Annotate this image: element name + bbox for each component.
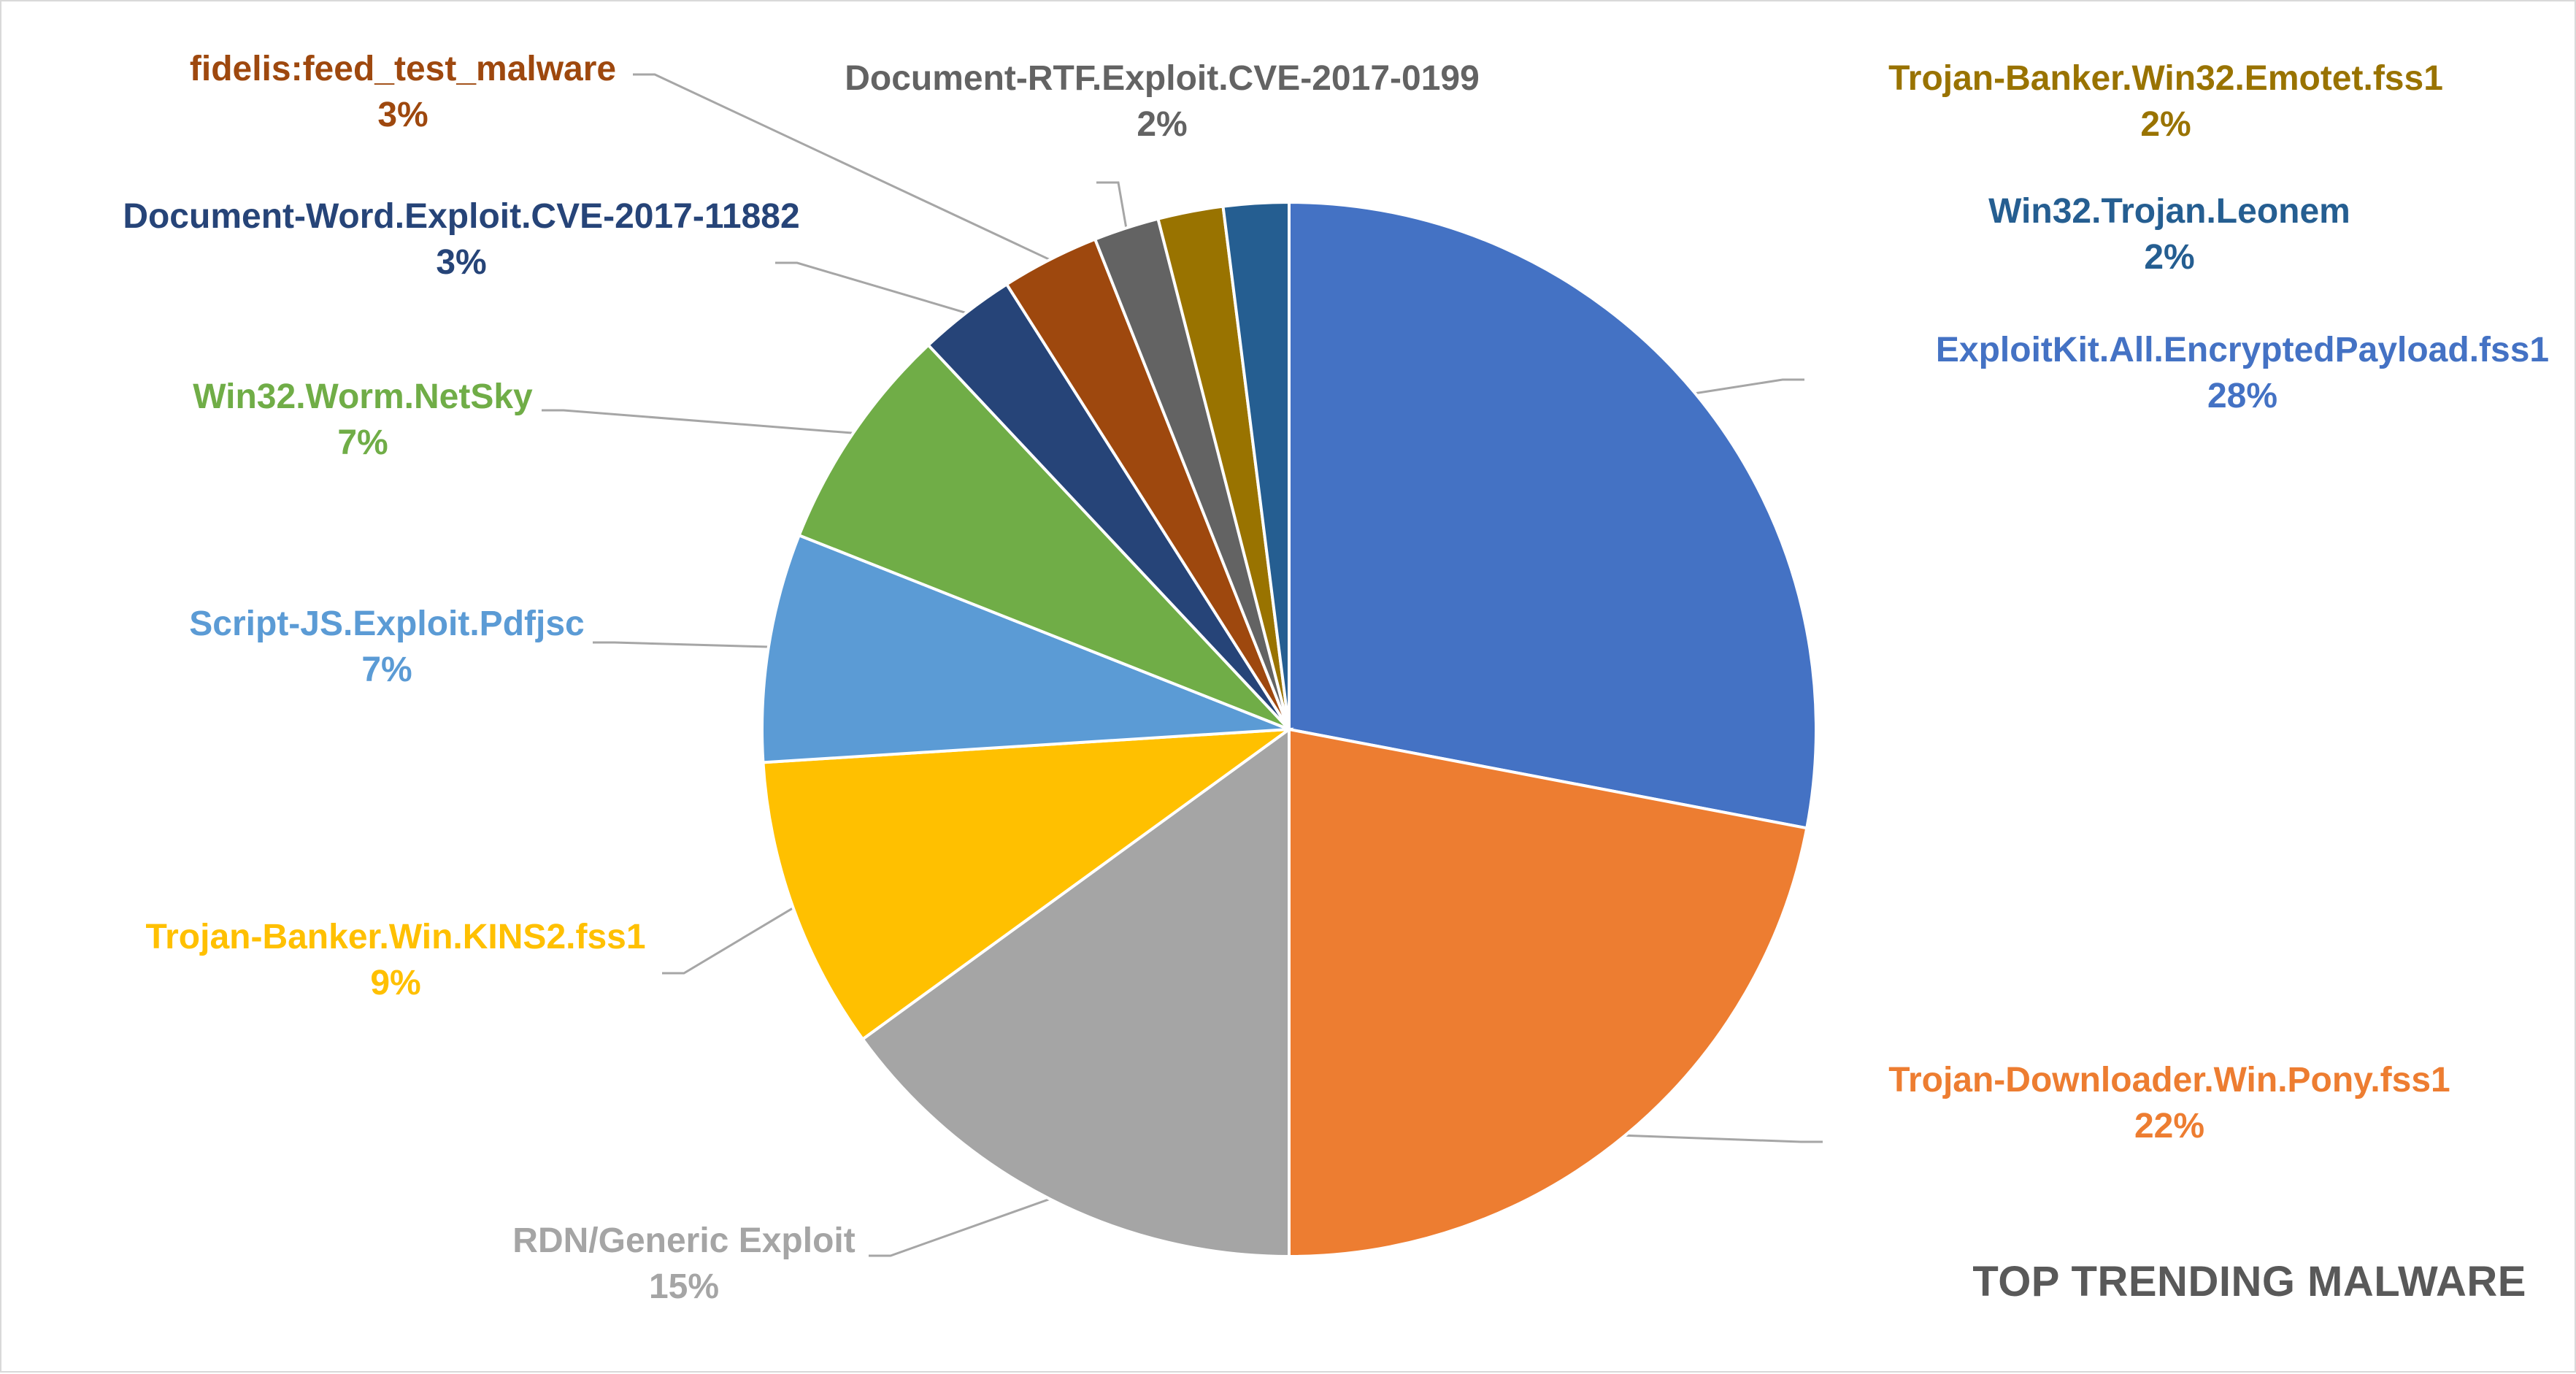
pie-slice-exploitkit-all-encryptedpayload-fss1 — [1289, 202, 1816, 828]
slice-value-trojan-banker-win-kins2-fss1: 9% — [370, 964, 420, 1002]
slice-value-rdn-generic-exploit: 15% — [649, 1267, 719, 1306]
pie-slices — [762, 202, 1816, 1256]
slice-label-trojan-downloader-win-pony-fss1: Trojan-Downloader.Win.Pony.fss1 — [1888, 1061, 2450, 1099]
leader-line-trojan-downloader-win-pony-fss1 — [1625, 1135, 1823, 1142]
slice-value-script-js-exploit-pdfjsc: 7% — [361, 650, 412, 689]
slice-value-fidelis-feed-test-malware: 3% — [377, 96, 428, 134]
slice-label-fidelis-feed-test-malware: fidelis:feed_test_malware — [190, 50, 616, 88]
chart-title: TOP TRENDING MALWARE — [1972, 1257, 2526, 1306]
slice-label-trojan-banker-win32-emotet-fss1: Trojan-Banker.Win32.Emotet.fss1 — [1888, 59, 2443, 98]
leader-line-win32-worm-netsky — [542, 410, 853, 433]
slice-value-win32-trojan-leonem: 2% — [2144, 238, 2194, 277]
slice-label-exploitkit-all-encryptedpayload-fss1: ExploitKit.All.EncryptedPayload.fss1 — [1936, 331, 2549, 369]
slice-value-win32-worm-netsky: 7% — [337, 423, 388, 462]
slice-label-trojan-banker-win-kins2-fss1: Trojan-Banker.Win.KINS2.fss1 — [145, 918, 645, 956]
slice-label-document-rtf-exploit-cve-2017-0199: Document-RTF.Exploit.CVE-2017-0199 — [845, 59, 1480, 98]
slice-value-trojan-downloader-win-pony-fss1: 22% — [2134, 1107, 2204, 1145]
slice-value-document-word-exploit-cve-2017-11882: 3% — [436, 243, 486, 282]
leader-line-exploitkit-all-encryptedpayload-fss1 — [1695, 380, 1804, 394]
slice-label-script-js-exploit-pdfjsc: Script-JS.Exploit.Pdfjsc — [189, 605, 584, 643]
slice-value-exploitkit-all-encryptedpayload-fss1: 28% — [2207, 377, 2277, 415]
slice-label-win32-trojan-leonem: Win32.Trojan.Leonem — [1988, 192, 2350, 231]
leader-line-trojan-banker-win-kins2-fss1 — [662, 908, 793, 973]
slice-label-win32-worm-netsky: Win32.Worm.NetSky — [193, 377, 533, 416]
leader-line-document-word-exploit-cve-2017-11882 — [775, 263, 966, 313]
leader-line-rdn-generic-exploit — [869, 1199, 1050, 1256]
leader-line-document-rtf-exploit-cve-2017-0199 — [1096, 183, 1126, 228]
slice-label-rdn-generic-exploit: RDN/Generic Exploit — [512, 1221, 855, 1260]
leader-line-script-js-exploit-pdfjsc — [593, 642, 769, 647]
slice-label-document-word-exploit-cve-2017-11882: Document-Word.Exploit.CVE-2017-11882 — [123, 197, 799, 236]
slice-value-trojan-banker-win32-emotet-fss1: 2% — [2140, 105, 2191, 144]
slice-value-document-rtf-exploit-cve-2017-0199: 2% — [1137, 105, 1187, 144]
